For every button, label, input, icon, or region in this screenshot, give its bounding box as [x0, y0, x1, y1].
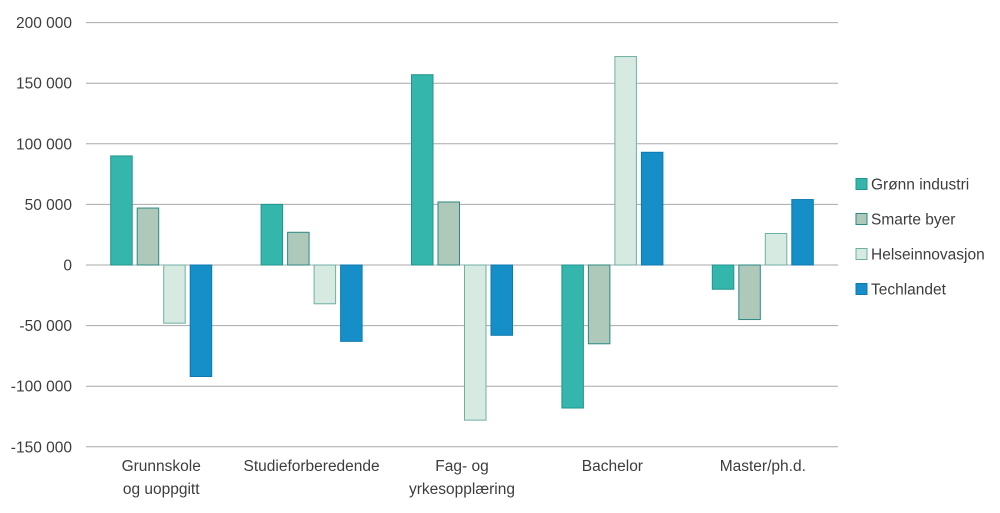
bar: [110, 155, 133, 266]
bar: [464, 264, 487, 421]
y-axis-tick-label: 0: [63, 258, 72, 275]
bar: [163, 264, 186, 324]
bar: [136, 207, 160, 266]
bar: [764, 232, 788, 266]
bar: [411, 74, 434, 266]
legend-marker-icon: [855, 283, 868, 295]
bar: [640, 151, 664, 266]
x-axis-category-label: Master/ph.d.: [720, 458, 806, 475]
y-axis-tick-label: 150 000: [16, 76, 72, 93]
bar: [791, 199, 814, 266]
legend-marker-icon: [855, 248, 868, 260]
x-axis-category-label: og uoppgitt: [123, 481, 200, 498]
y-axis-tick-label: -150 000: [11, 439, 73, 456]
legend-label: Grønn industri: [871, 177, 969, 194]
bar: [260, 203, 284, 266]
x-axis-category-label: yrkesopplæring: [409, 481, 515, 498]
x-axis-category-label: Grunnskole: [122, 458, 201, 475]
x-axis-category-label: Studieforberedende: [244, 458, 380, 475]
bar: [738, 264, 761, 321]
y-axis-tick-label: 50 000: [25, 197, 73, 214]
bar: [561, 264, 584, 409]
legend-marker-icon: [855, 213, 868, 225]
y-axis-tick-label: 200 000: [16, 15, 72, 32]
legend-label: Helseinnovasjon: [871, 247, 985, 264]
bar: [614, 56, 637, 266]
bar: [189, 264, 213, 378]
x-axis-category-label: Bachelor: [582, 458, 643, 475]
x-axis-category-label: Fag- og: [435, 458, 488, 475]
legend-marker-icon: [855, 178, 868, 190]
bar: [340, 264, 363, 342]
bar: [587, 264, 611, 345]
y-axis-tick-label: 100 000: [16, 136, 72, 153]
legend-label: Smarte byer: [871, 212, 955, 229]
legend-label: Techlandet: [871, 282, 947, 299]
y-axis-tick-label: -50 000: [19, 318, 72, 335]
bar: [287, 231, 310, 266]
bar: [313, 264, 337, 305]
y-axis-tick-label: -100 000: [11, 379, 73, 396]
bar: [490, 264, 513, 336]
bar: [437, 201, 460, 266]
bar: [711, 264, 735, 290]
